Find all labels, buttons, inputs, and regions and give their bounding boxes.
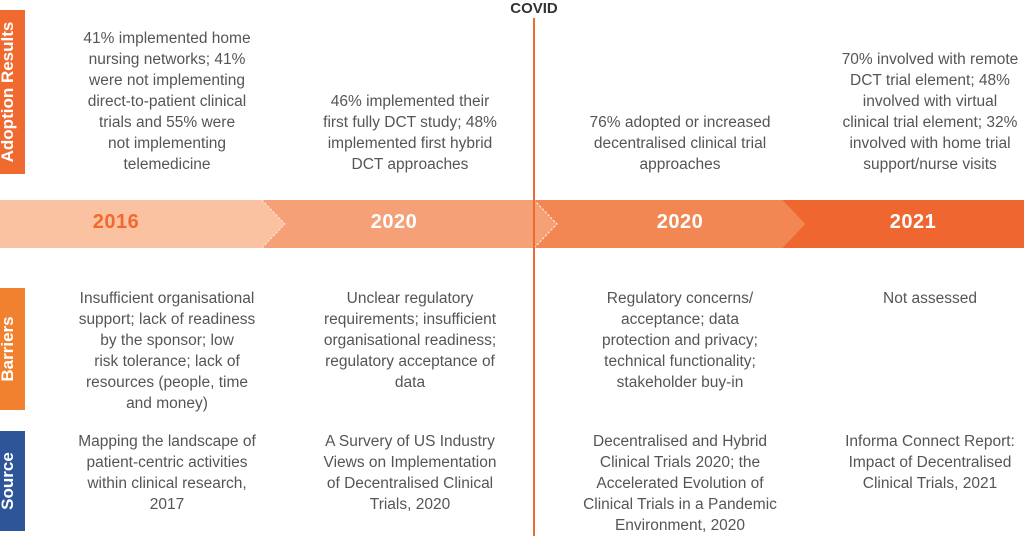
source-text: Mapping the landscape of patient-centric… xyxy=(78,433,256,513)
year-label: 2020 xyxy=(370,211,418,233)
adoption-text: 46% implemented their first fully DCT st… xyxy=(323,93,497,173)
source-label: Source xyxy=(0,431,25,531)
year-label: 2020 xyxy=(656,211,704,233)
source-text: A Survery of US Industry Views on Implem… xyxy=(323,433,497,513)
timeline-band xyxy=(0,200,1024,248)
timeline-segment-2020b xyxy=(534,200,805,248)
adoption-text: 76% adopted or increased decentralised c… xyxy=(589,114,771,173)
barriers-text: Not assessed xyxy=(883,290,977,307)
adoption-results-label: Adoption Results xyxy=(0,10,25,174)
barriers-label: Barriers xyxy=(0,288,25,410)
barriers-text: Regulatory concerns/ acceptance; data pr… xyxy=(602,290,758,391)
barriers-label-text: Barriers xyxy=(0,316,17,382)
covid-divider xyxy=(533,18,535,536)
adoption-text: 41% implemented home nursing networks; 4… xyxy=(83,30,251,173)
chevron-divider xyxy=(533,200,558,248)
adoption-label-text: Adoption Results xyxy=(0,21,17,163)
timeline-segment-2021 xyxy=(782,200,1024,248)
source-text: Informa Connect Report: Impact of Decent… xyxy=(845,433,1015,492)
barriers-text: Insufficient organisational support; lac… xyxy=(78,290,256,412)
source-text: Decentralised and Hybrid Clinical Trials… xyxy=(583,433,777,534)
timeline-segment-2020a xyxy=(262,200,557,248)
covid-label: COVID xyxy=(508,0,560,17)
barriers-text: Unclear regulatory requirements; insuffi… xyxy=(323,290,497,391)
year-label: 2021 xyxy=(889,211,937,233)
timeline-segment-2016 xyxy=(0,200,285,248)
year-label: 2016 xyxy=(92,211,140,233)
source-label-text: Source xyxy=(0,452,17,510)
chevron-divider xyxy=(261,200,286,248)
adoption-text: 70% involved with remote DCT trial eleme… xyxy=(841,51,1019,173)
